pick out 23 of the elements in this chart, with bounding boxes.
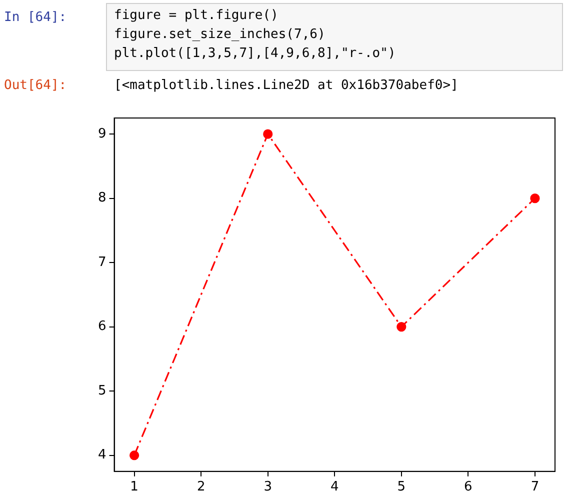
text: [<matplotlib.lines.Line2D at 0x16b370abef0>] — [114, 78, 458, 93]
point — [263, 129, 273, 139]
x-tick-label: 4 — [330, 480, 339, 495]
text: figure.set_size_inches(7,6) — [114, 27, 326, 42]
text: Out[64]: — [4, 78, 67, 93]
text: plt.plot([1,3,5,7],[4,9,6,8],"r-.o") — [114, 46, 396, 61]
x-tick-label: 2 — [196, 480, 206, 495]
x-tick-label: 5 — [397, 480, 406, 495]
x-tick-label: 3 — [264, 480, 272, 495]
x-tick-label: 1 — [130, 480, 138, 495]
x-tick-label: 7 — [530, 480, 540, 495]
y-tick-label: 4 — [98, 448, 106, 463]
y-tick-label: 8 — [98, 190, 106, 206]
text: figure = plt.figure() — [114, 8, 278, 23]
y-tick-label: 9 — [98, 126, 106, 142]
y-tick-label: 7 — [98, 254, 106, 270]
point — [130, 450, 140, 460]
point — [530, 194, 540, 204]
x-tick-label: 6 — [464, 480, 472, 495]
y-tick-label: 6 — [98, 319, 106, 334]
y-tick-label: 5 — [98, 383, 106, 398]
point — [396, 322, 406, 332]
text: In [64]: — [4, 10, 67, 25]
